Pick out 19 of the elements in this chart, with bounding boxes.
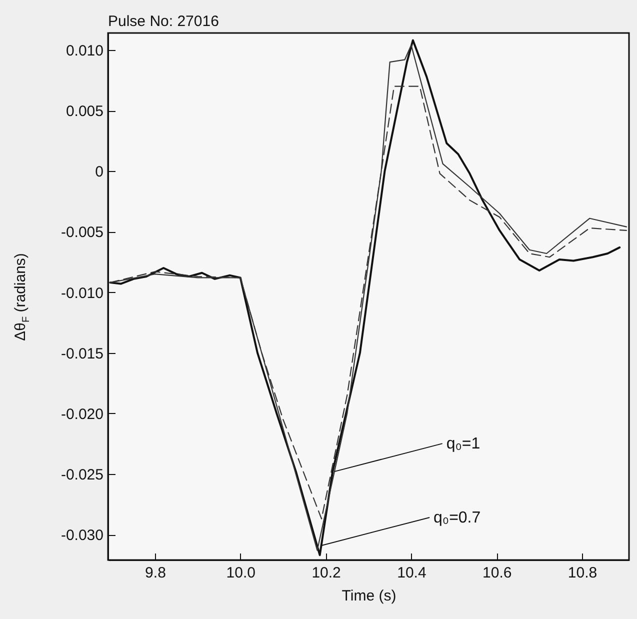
annotation: q₀=0.7 [434, 509, 481, 526]
x-tick-label: 10.8 [568, 564, 598, 582]
y-tick-label: 0.010 [66, 42, 104, 60]
y-tick-label: 0.005 [66, 103, 104, 120]
y-tick-label: -0.005 [60, 224, 104, 242]
x-tick-label: 10.2 [312, 564, 341, 582]
x-tick-label: 10.4 [397, 564, 426, 582]
x-axis-title: Time (s) [342, 588, 396, 604]
y-tick-label: 0 [95, 164, 104, 181]
y-tick-label: -0.015 [60, 345, 104, 362]
y-tick-label: -0.010 [60, 284, 104, 302]
x-tick-label: 10.6 [482, 564, 512, 582]
y-tick-label: -0.020 [60, 406, 104, 423]
annotation: q₀=1 [446, 436, 480, 453]
x-tick-label: 9.8 [145, 564, 166, 582]
x-tick-label: 10.0 [226, 564, 256, 582]
y-tick-label: -0.025 [60, 466, 104, 484]
chart-title: Pulse No: 27016 [108, 13, 219, 30]
y-tick-label: -0.030 [60, 527, 104, 544]
